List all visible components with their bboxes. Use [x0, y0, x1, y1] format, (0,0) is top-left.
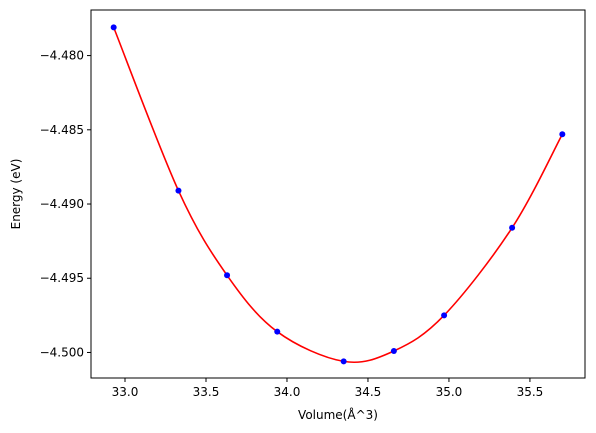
x-tick-label: 33.5: [193, 385, 220, 399]
plot-frame: [90, 9, 586, 379]
x-axis-label: Volume(Å^3): [298, 407, 378, 422]
data-point: [509, 224, 516, 231]
x-tick-label: 35.5: [517, 385, 544, 399]
y-axis-ticks: −4.480 −4.485 −4.490 −4.495 −4.500: [40, 49, 91, 359]
data-point: [559, 131, 566, 138]
y-tick-label: −4.490: [40, 197, 84, 211]
x-tick-label: 34.5: [355, 385, 382, 399]
data-point: [224, 272, 231, 279]
x-axis-ticks: 33.0 33.5 34.0 34.5 35.0 35.5: [112, 378, 544, 399]
data-point: [175, 187, 182, 194]
y-tick-label: −4.480: [40, 49, 84, 63]
data-point: [274, 328, 281, 335]
y-tick-label: −4.495: [40, 271, 84, 285]
x-tick-label: 34.0: [274, 385, 301, 399]
x-tick-label: 33.0: [112, 385, 139, 399]
y-axis-label: Energy (eV): [9, 159, 23, 230]
data-point: [390, 347, 397, 354]
y-tick-label: −4.500: [40, 345, 84, 359]
y-tick-label: −4.485: [40, 123, 84, 137]
data-points-layer: [110, 24, 566, 365]
plot-area: [91, 10, 585, 378]
x-tick-label: 35.0: [436, 385, 463, 399]
data-point: [110, 24, 117, 31]
data-point: [340, 358, 347, 365]
data-point: [441, 312, 448, 319]
